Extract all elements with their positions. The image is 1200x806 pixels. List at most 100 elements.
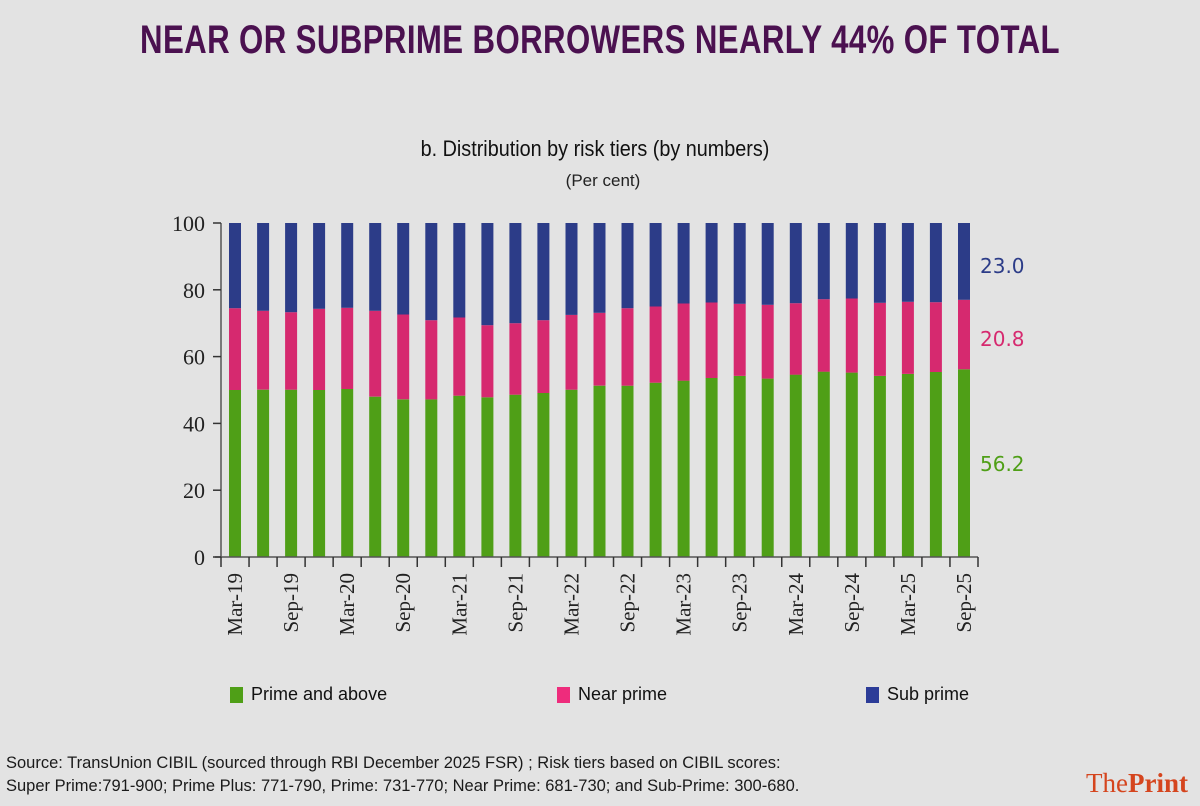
bar-segment-prime-and-above [873, 376, 886, 557]
bar-segment-prime-and-above [677, 380, 690, 557]
bar-segment-sub-prime [789, 223, 802, 304]
bar-segment-prime-and-above [593, 385, 606, 557]
bar-segment-sub-prime [285, 223, 298, 313]
bar-segment-near-prime [817, 299, 830, 372]
bar-segment-sub-prime [229, 223, 241, 309]
bar-segment-prime-and-above [397, 399, 410, 557]
bar-segment-prime-and-above [229, 390, 241, 557]
legend-swatch-prime [230, 686, 243, 703]
x-tick-label: Mar-21 [447, 573, 471, 636]
bar-segment-prime-and-above [453, 395, 466, 557]
bar-segment-sub-prime [649, 223, 662, 307]
end-annotations: 23.0 20.8 56.2 [980, 254, 1025, 476]
axes-group [213, 222, 979, 567]
bar-segment-near-prime [873, 302, 886, 376]
bar-segment-near-prime [789, 303, 802, 375]
bar-segment-sub-prime [453, 223, 466, 318]
bar-segment-sub-prime [341, 223, 354, 308]
legend-label-near-prime: Near prime [578, 684, 668, 704]
bar-segment-prime-and-above [425, 399, 438, 557]
logo-part-2: Print [1128, 768, 1188, 798]
bar-segment-near-prime [761, 304, 774, 379]
bar-segment-prime-and-above [649, 382, 662, 557]
bar-segment-near-prime [313, 308, 326, 390]
bar-segment-sub-prime [481, 223, 494, 326]
x-tick-label: Mar-25 [896, 573, 920, 636]
bar-segment-near-prime [453, 317, 466, 396]
bar-segment-prime-and-above [789, 374, 802, 557]
annotation-prime-and-above: 56.2 [980, 452, 1025, 476]
bar-segment-prime-and-above [761, 378, 774, 557]
annotation-near-prime: 20.8 [980, 327, 1025, 351]
bar-segment-near-prime [705, 302, 718, 378]
bar-segment-prime-and-above [537, 393, 550, 557]
chart-title: b. Distribution by risk tiers (by number… [420, 136, 770, 161]
bar-segment-sub-prime [397, 223, 410, 315]
bar-segment-near-prime [341, 307, 354, 389]
bar-segment-near-prime [257, 310, 270, 390]
legend-label-prime: Prime and above [251, 684, 388, 704]
bar-segment-sub-prime [313, 223, 326, 309]
source-line-2: Super Prime:791-900; Prime Plus: 771-790… [6, 777, 800, 795]
bar-segment-near-prime [733, 303, 746, 376]
bar-segment-sub-prime [873, 223, 886, 303]
bar-segment-near-prime [901, 301, 914, 374]
y-tick-label: 100 [172, 211, 205, 236]
x-tick-labels: Mar-19 Sep-19 Mar-20 Sep-20 Mar-21 Sep-21 Mar-… [223, 573, 976, 636]
bar-segment-near-prime [285, 312, 298, 390]
y-tick-label: 80 [183, 278, 205, 303]
bar-segment-prime-and-above [313, 390, 326, 557]
x-tick-label: Mar-24 [784, 573, 808, 636]
x-tick-label: Sep-22 [616, 573, 640, 633]
x-tick-label: Mar-19 [223, 573, 247, 636]
y-tick-label: 40 [183, 411, 205, 436]
legend-item-near-prime: Near prime [557, 684, 667, 705]
bar-segment-prime-and-above [901, 374, 914, 557]
bar-segment-prime-and-above [285, 389, 298, 557]
bar-segment-prime-and-above [621, 385, 634, 557]
bar-segment-sub-prime [677, 223, 690, 304]
bar-segment-sub-prime [369, 223, 382, 311]
bar-segment-near-prime [537, 320, 550, 393]
x-tick-label: Sep-21 [503, 573, 527, 633]
bar-segment-near-prime [565, 314, 578, 390]
bar-segment-prime-and-above [845, 372, 858, 557]
source-line-1: Source: TransUnion CIBIL (sourced throug… [6, 754, 781, 772]
bar-segment-near-prime [621, 308, 634, 386]
bar-segment-sub-prime [565, 223, 578, 315]
theprint-logo: ThePrint [1086, 768, 1188, 799]
y-tick-label: 20 [183, 478, 205, 503]
x-tick-label: Mar-20 [335, 573, 359, 636]
bar-segment-sub-prime [593, 223, 606, 313]
legend-label-sub-prime: Sub prime [887, 684, 970, 704]
bar-segment-sub-prime [761, 223, 774, 305]
source-note: Source: TransUnion CIBIL (sourced throug… [6, 752, 799, 798]
x-tick-label: Sep-25 [952, 573, 976, 633]
bar-segment-near-prime [593, 312, 606, 386]
bar-segment-sub-prime [425, 223, 438, 321]
annotation-sub-prime: 23.0 [980, 254, 1025, 278]
bar-segment-prime-and-above [369, 396, 382, 557]
bar-segment-sub-prime [621, 223, 634, 309]
x-tick-label: Mar-23 [672, 573, 696, 636]
x-tick-label: Sep-20 [391, 573, 415, 633]
bar-segment-sub-prime [537, 223, 550, 321]
bar-segment-prime-and-above [705, 378, 718, 557]
bar-segment-prime-and-above [733, 376, 746, 557]
bar-segment-near-prime [509, 323, 522, 395]
legend-item-prime: Prime and above [230, 684, 387, 705]
x-tick-label: Sep-24 [840, 573, 864, 633]
bar-segment-near-prime [229, 308, 241, 390]
bar-segment-prime-and-above [958, 369, 970, 557]
bar-segment-prime-and-above [481, 397, 494, 557]
bar-segment-near-prime [481, 325, 494, 398]
legend-swatch-sub-prime [866, 686, 879, 703]
headline: NEAR OR SUBPRIME BORROWERS NEARLY 44% OF… [140, 18, 1060, 62]
bar-segment-sub-prime [705, 223, 718, 303]
bar-segment-prime-and-above [565, 389, 578, 557]
bar-segment-prime-and-above [257, 389, 270, 557]
x-tick-label: Mar-22 [560, 573, 584, 636]
bar-segment-near-prime [845, 298, 858, 373]
chart-unit: (Per cent) [565, 171, 641, 190]
